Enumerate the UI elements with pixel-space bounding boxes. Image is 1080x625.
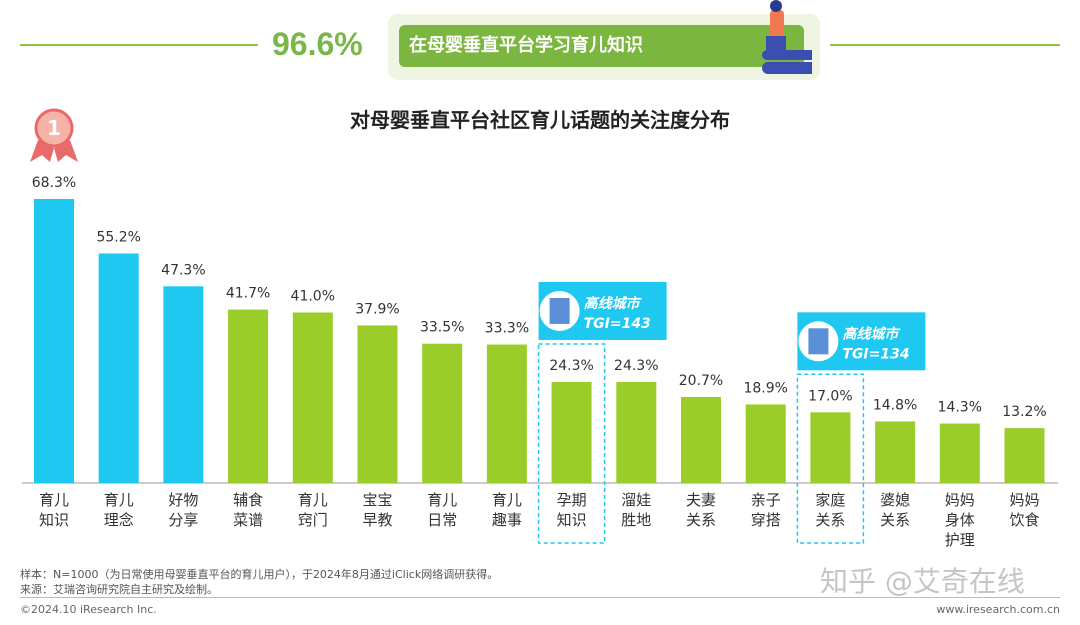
category-label: 家庭 [815, 491, 845, 509]
category-label: 婆媳 [880, 491, 910, 509]
category-label: 知识 [557, 511, 587, 529]
category-label: 好物 [168, 491, 198, 509]
bar [810, 412, 851, 483]
building-icon-body [549, 297, 570, 324]
building-icon-body [808, 328, 829, 355]
data-label: 18.9% [743, 380, 787, 396]
bar [745, 404, 786, 483]
highlight-box [796, 373, 865, 544]
bar [486, 344, 527, 483]
callout-line2: TGI=134 [842, 346, 909, 362]
callout-line1: 高线城市 [842, 325, 901, 342]
rank-badge-number: 1 [47, 116, 61, 140]
category-label: 育儿 [39, 491, 69, 509]
bar [292, 312, 333, 483]
category-label: 孕期 [557, 491, 587, 509]
watermark: 知乎 @艾奇在线 [820, 565, 1025, 598]
category-label: 早教 [362, 511, 392, 529]
callout-line1: 高线城市 [584, 295, 643, 312]
category-label: 育儿 [492, 491, 522, 509]
bar [357, 325, 398, 483]
data-label: 14.3% [938, 400, 982, 416]
highlight-banner: 在母婴垂直平台学习育儿知识 [399, 25, 804, 67]
data-label: 17.0% [808, 388, 852, 404]
rank-badge-icon [34, 108, 74, 148]
category-label: 辅食 [233, 491, 263, 509]
category-label: 妈妈 [945, 491, 975, 509]
callout-line2: TGI=143 [584, 316, 651, 332]
data-label: 24.3% [549, 358, 593, 374]
bar [34, 199, 74, 483]
data-label: 13.2% [1002, 404, 1046, 420]
category-label: 护理 [945, 531, 975, 549]
bar [422, 343, 463, 483]
data-label: 55.2% [96, 229, 140, 245]
category-label: 关系 [815, 511, 845, 529]
category-label: 妈妈 [1009, 491, 1039, 509]
category-label: 溜娃 [621, 491, 651, 509]
category-label: 关系 [880, 511, 910, 529]
category-label: 宝宝 [362, 491, 392, 509]
website: www.iresearch.com.cn [936, 603, 1060, 616]
data-label: 41.0% [291, 289, 335, 305]
category-label: 育儿 [298, 491, 328, 509]
bar [681, 396, 721, 483]
category-label: 关系 [686, 511, 716, 529]
category-label: 日常 [427, 511, 457, 529]
bar [228, 309, 269, 483]
highlight-box [537, 343, 606, 544]
category-label: 饮食 [1009, 511, 1039, 529]
data-label: 41.7% [226, 286, 270, 302]
data-label: 24.3% [614, 358, 658, 374]
bar [939, 423, 980, 483]
bar [875, 421, 916, 483]
category-label: 趣事 [492, 511, 522, 529]
category-label: 夫妻 [686, 491, 716, 509]
data-label: 14.8% [873, 397, 917, 413]
bar [551, 381, 592, 483]
category-label: 亲子 [751, 491, 781, 509]
category-label: 育儿 [427, 491, 457, 509]
divider [830, 44, 1060, 46]
source-note: 来源：艾瑞咨询研究院自主研究及绘制。 [20, 583, 218, 596]
divider [20, 44, 258, 46]
data-label: 37.9% [355, 301, 399, 317]
category-label: 窍门 [298, 511, 328, 529]
chart-title: 对母婴垂直平台社区育儿话题的关注度分布 [350, 108, 730, 132]
category-label: 育儿 [104, 491, 134, 509]
data-label: 33.5% [420, 320, 464, 336]
category-label: 穿搭 [751, 511, 781, 529]
footer-divider [20, 597, 1060, 598]
category-label: 胜地 [621, 511, 651, 529]
reading-person-icon [762, 0, 812, 74]
copyright: ©2024.10 iResearch Inc. [20, 603, 157, 616]
category-label: 分享 [168, 511, 198, 529]
highlight-value: 96.6% [272, 26, 363, 62]
category-label: 理念 [104, 511, 134, 529]
data-label: 20.7% [679, 373, 723, 389]
bar [616, 381, 657, 483]
category-label: 菜谱 [233, 511, 263, 529]
bar [98, 253, 139, 483]
category-label: 身体 [945, 511, 975, 529]
category-label: 知识 [39, 511, 69, 529]
data-label: 33.3% [485, 321, 529, 337]
bar [163, 286, 204, 483]
data-label: 68.3% [32, 175, 76, 191]
sample-note: 样本：N=1000（为日常使用母婴垂直平台的育儿用户），于2024年8月通过iC… [20, 568, 499, 581]
bar [1004, 428, 1045, 483]
data-label: 47.3% [161, 262, 205, 278]
